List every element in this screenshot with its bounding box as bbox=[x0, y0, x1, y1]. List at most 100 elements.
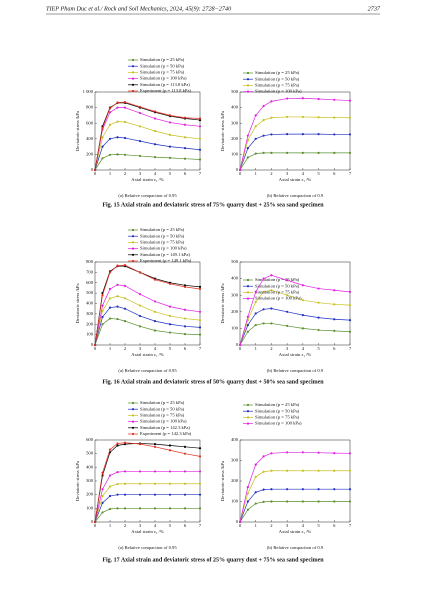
data-point bbox=[254, 152, 257, 155]
data-point bbox=[138, 293, 142, 296]
data-point bbox=[286, 294, 289, 297]
x-tick-label: 4 bbox=[302, 171, 305, 176]
legend-marker bbox=[131, 401, 135, 405]
series-line bbox=[239, 308, 351, 346]
x-axis-label: Axial strain ε₁ /% bbox=[131, 529, 164, 534]
legend-label: Simulation (p = 100 kPa) bbox=[255, 89, 302, 94]
data-point bbox=[116, 120, 119, 123]
y-tick-label: 600 bbox=[86, 120, 94, 125]
data-point bbox=[108, 448, 112, 451]
data-point bbox=[246, 156, 249, 159]
data-point bbox=[198, 287, 202, 291]
data-point bbox=[198, 125, 202, 128]
data-point bbox=[183, 136, 187, 139]
y-tick-label: 200 bbox=[86, 492, 94, 497]
data-point bbox=[183, 157, 187, 160]
x-tick-label: 2 bbox=[270, 346, 273, 351]
legend-marker bbox=[131, 65, 135, 68]
legend-marker bbox=[131, 253, 135, 256]
x-tick-label: 4 bbox=[302, 523, 305, 528]
data-point bbox=[238, 520, 242, 524]
legend-label: Experiment (p = 149.1 kPa) bbox=[140, 258, 192, 263]
legend-marker bbox=[246, 84, 250, 87]
series-line bbox=[94, 507, 200, 523]
data-point bbox=[301, 314, 304, 317]
data-point bbox=[123, 307, 127, 310]
data-point bbox=[254, 125, 257, 128]
data-point bbox=[198, 137, 202, 140]
data-point bbox=[138, 493, 142, 496]
data-point bbox=[333, 98, 336, 101]
series-line bbox=[94, 265, 201, 346]
legend-label: Simulation (p = 75 kPa) bbox=[255, 82, 300, 87]
x-tick-label: 1 bbox=[109, 346, 112, 351]
data-point bbox=[123, 493, 127, 496]
data-point bbox=[270, 100, 273, 103]
data-point bbox=[317, 151, 320, 154]
data-point bbox=[286, 324, 289, 328]
legend-label: Simulation (p = 75 kPa) bbox=[140, 239, 185, 244]
data-point bbox=[270, 488, 273, 491]
x-tick-label: 2 bbox=[124, 346, 127, 351]
data-point bbox=[333, 452, 336, 455]
y-tick-label: 700 bbox=[86, 269, 94, 274]
x-tick-label: 7 bbox=[199, 523, 202, 528]
data-point bbox=[108, 494, 112, 498]
data-point bbox=[168, 470, 172, 473]
data-point bbox=[246, 139, 249, 142]
legend-marker bbox=[246, 291, 250, 294]
legend-marker bbox=[131, 83, 135, 86]
data-point bbox=[138, 507, 142, 510]
data-point bbox=[198, 319, 202, 322]
data-point bbox=[348, 151, 352, 154]
data-point bbox=[153, 329, 157, 332]
data-point bbox=[262, 488, 265, 491]
data-point bbox=[270, 151, 273, 154]
data-point bbox=[138, 482, 142, 485]
x-tick-label: 5 bbox=[169, 523, 172, 528]
header-citation: TIEP Pham Duc et al./ Rock and Soil Mech… bbox=[46, 5, 232, 12]
y-axis-label: Deviatoric stress /kPa bbox=[75, 111, 80, 151]
data-point bbox=[183, 317, 187, 320]
data-point bbox=[246, 492, 249, 495]
data-point bbox=[168, 331, 172, 334]
data-point bbox=[333, 500, 336, 503]
data-point bbox=[348, 304, 352, 307]
data-point bbox=[101, 488, 104, 491]
data-point bbox=[153, 445, 157, 448]
y-tick-label: 500 bbox=[231, 259, 239, 264]
data-point bbox=[286, 451, 289, 454]
y-tick-label: 300 bbox=[86, 311, 94, 316]
legend-marker bbox=[246, 90, 250, 93]
x-tick-label: 4 bbox=[154, 523, 157, 528]
series-line bbox=[94, 264, 201, 346]
x-tick-label: 4 bbox=[154, 346, 157, 351]
data-point bbox=[301, 151, 304, 154]
data-point bbox=[153, 278, 157, 281]
data-point bbox=[123, 120, 127, 124]
series-line bbox=[239, 451, 351, 523]
series-line bbox=[94, 483, 200, 523]
data-point bbox=[101, 304, 104, 307]
y-tick-label: 500 bbox=[86, 451, 94, 456]
data-point bbox=[317, 316, 320, 319]
data-point bbox=[123, 284, 127, 287]
legend-label: Simulation (p = 75 kPa) bbox=[140, 69, 185, 74]
data-point bbox=[93, 520, 97, 524]
data-point bbox=[286, 310, 289, 313]
data-point bbox=[108, 271, 112, 274]
data-point bbox=[123, 470, 127, 473]
data-point bbox=[198, 470, 202, 473]
series-line bbox=[239, 470, 350, 523]
series-line bbox=[239, 289, 351, 346]
data-point bbox=[116, 444, 119, 447]
data-point bbox=[262, 134, 265, 137]
data-point bbox=[301, 115, 304, 119]
data-point bbox=[108, 107, 112, 110]
data-point bbox=[246, 134, 249, 137]
data-point bbox=[333, 318, 336, 321]
x-tick-label: 6 bbox=[333, 523, 336, 528]
data-point bbox=[123, 101, 127, 104]
legend-label: Simulation (p = 75 kPa) bbox=[255, 414, 300, 419]
